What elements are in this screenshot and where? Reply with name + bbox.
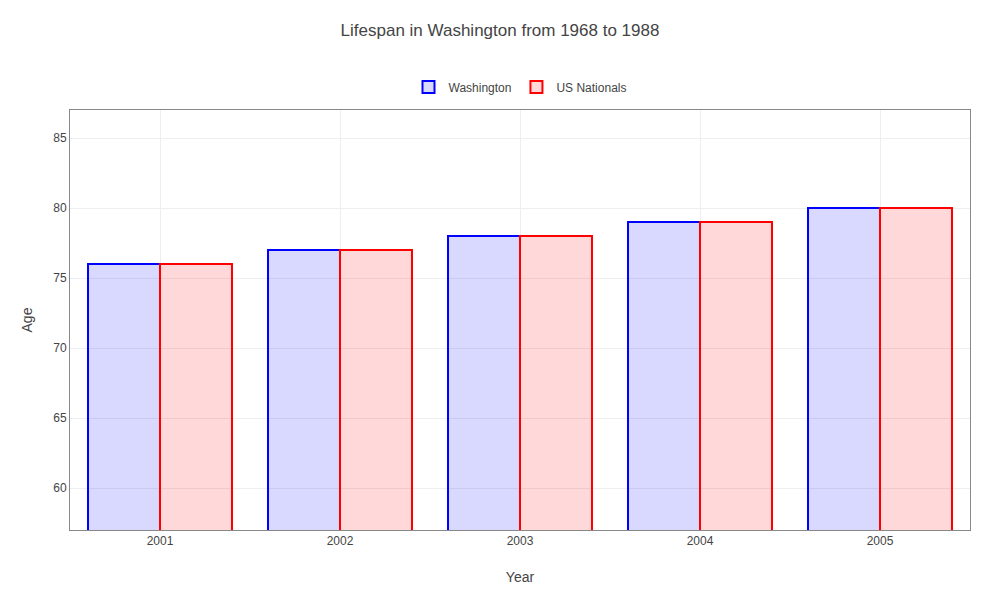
svg-text:70: 70 (53, 341, 67, 355)
svg-text:Lifespan in Washington from 19: Lifespan in Washington from 1968 to 1988 (341, 21, 660, 40)
svg-text:65: 65 (53, 411, 67, 425)
svg-text:85: 85 (53, 131, 67, 145)
svg-text:Year: Year (506, 569, 535, 585)
svg-text:80: 80 (53, 201, 67, 215)
svg-text:Age: Age (19, 307, 35, 332)
svg-text:60: 60 (53, 481, 67, 495)
svg-text:2001: 2001 (147, 534, 174, 548)
svg-text:US Nationals: US Nationals (556, 81, 626, 95)
svg-text:75: 75 (53, 271, 67, 285)
svg-text:2002: 2002 (327, 534, 354, 548)
svg-text:2004: 2004 (687, 534, 714, 548)
svg-text:2005: 2005 (867, 534, 894, 548)
svg-text:2003: 2003 (507, 534, 534, 548)
svg-text:Washington: Washington (449, 81, 512, 95)
